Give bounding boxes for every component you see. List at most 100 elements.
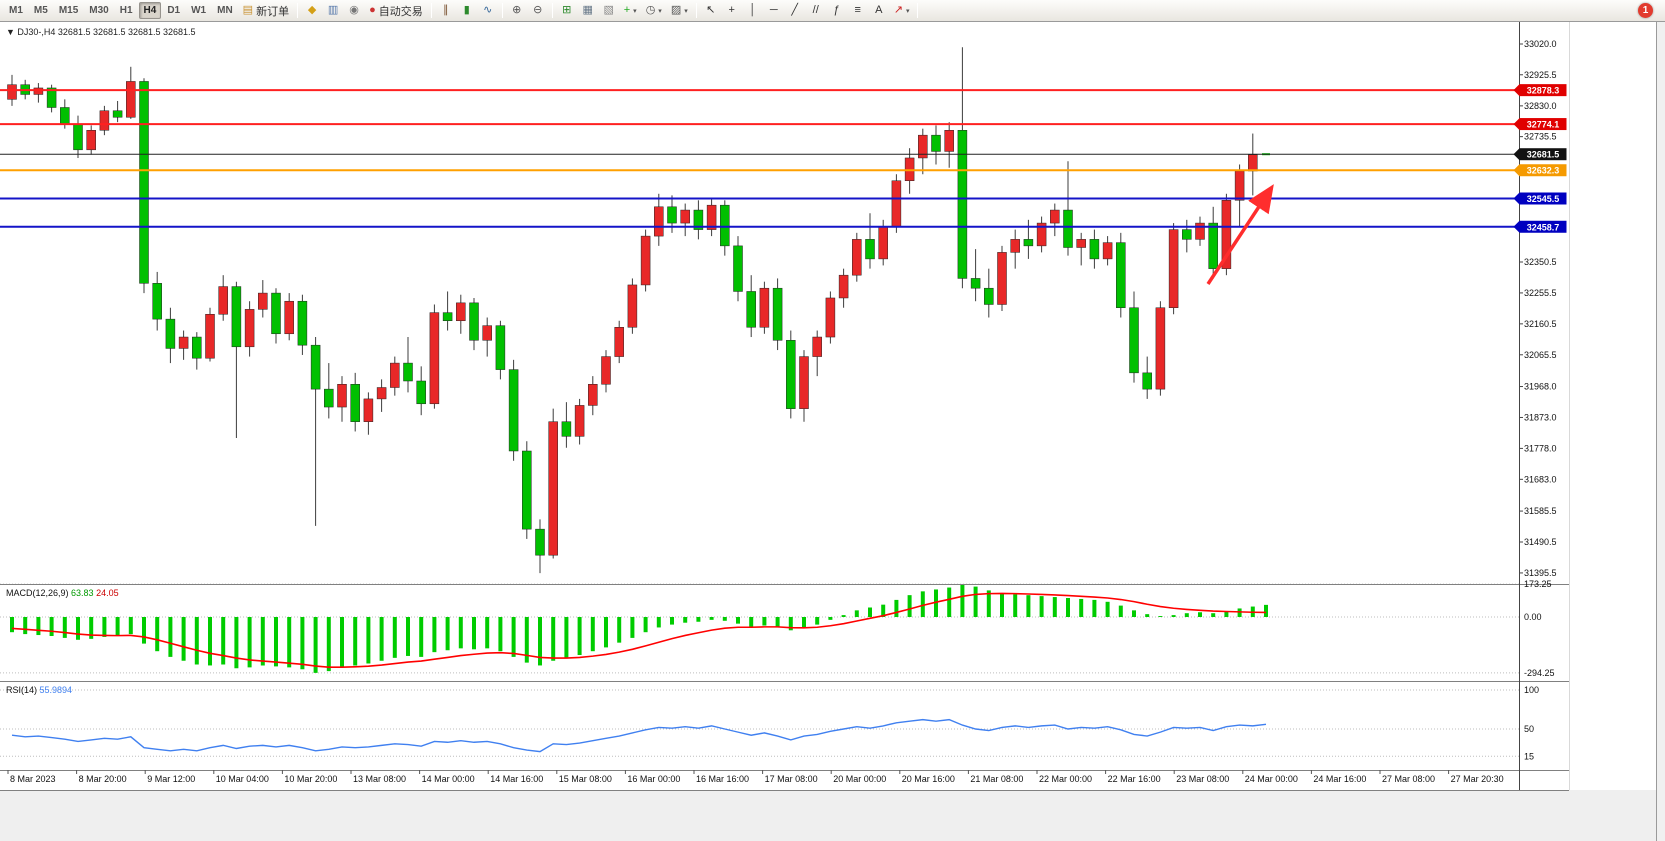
svg-text:32160.5: 32160.5: [1524, 319, 1557, 329]
svg-text:31778.0: 31778.0: [1524, 443, 1557, 453]
zoom-out-button[interactable]: ⊖: [528, 2, 548, 20]
cascade-windows-icon: ▦: [582, 4, 593, 16]
template-button[interactable]: ▨ ▾: [667, 2, 692, 20]
shapes-button[interactable]: ≡: [848, 2, 868, 20]
price-tag-32545.5: 32545.5: [1513, 192, 1567, 205]
timeframe-mn-button[interactable]: MN: [217, 5, 233, 16]
macd-label: MACD(12,26,9) 63.83 24.05: [6, 588, 119, 598]
svg-text:31585.5: 31585.5: [1524, 506, 1557, 516]
chart-window[interactable]: 33020.0 32925.5 32830.0 32735.5 32350.5 32255…: [0, 22, 1665, 841]
toolbar-separator: [695, 3, 697, 18]
channel-button[interactable]: //: [806, 2, 826, 20]
navigator-icon: ◉: [349, 4, 359, 16]
navigator-button[interactable]: ◉: [344, 2, 364, 20]
tile-windows-button[interactable]: ⊞: [557, 2, 577, 20]
bar-chart-icon: ∥: [442, 4, 449, 16]
svg-text:14 Mar 00:00: 14 Mar 00:00: [422, 774, 475, 784]
shapes-icon: ≡: [854, 4, 861, 16]
svg-text:32255.5: 32255.5: [1524, 288, 1557, 298]
svg-text:8 Mar 2023: 8 Mar 2023: [10, 774, 56, 784]
new-order-icon: ▤: [242, 4, 254, 16]
autotrading-button-label: 自动交易: [378, 5, 423, 18]
notification-badge[interactable]: 1: [1638, 3, 1653, 18]
svg-text:-294.25: -294.25: [1524, 668, 1555, 678]
svg-text:20 Mar 16:00: 20 Mar 16:00: [902, 774, 955, 784]
timeframe-w1-button[interactable]: W1: [191, 5, 207, 16]
svg-text:27 Mar 20:30: 27 Mar 20:30: [1451, 774, 1504, 784]
candlestick-chart-button[interactable]: ▮: [457, 2, 477, 20]
trendline-button[interactable]: ╱: [785, 2, 805, 20]
toolbar-separator: [297, 3, 299, 18]
arrows-icon: ↗: [893, 4, 903, 16]
period-icon: ◷: [645, 4, 656, 16]
arrows-button[interactable]: ↗ ▾: [890, 2, 914, 20]
timeframe-m15-button[interactable]: M15: [58, 5, 79, 16]
indicators-button[interactable]: + ▾: [620, 2, 641, 20]
new-order-button-label: 新订单: [256, 5, 290, 18]
svg-text:16 Mar 00:00: 16 Mar 00:00: [627, 774, 680, 784]
cursor-icon: ↖: [706, 4, 716, 16]
fibonacci-button[interactable]: ƒ: [827, 2, 847, 20]
vertical-line-icon: │: [749, 4, 757, 16]
timeframe-m1-button[interactable]: M1: [9, 5, 23, 16]
svg-text:32735.5: 32735.5: [1524, 132, 1557, 142]
svg-text:15: 15: [1524, 751, 1534, 761]
autotrading-button[interactable]: ● 自动交易: [365, 2, 427, 20]
zoom-out-icon: ⊖: [533, 4, 543, 16]
period-button[interactable]: ◷ ▾: [642, 2, 666, 20]
price-chart-canvas[interactable]: 33020.0 32925.5 32830.0 32735.5 32350.5 32255…: [0, 22, 1665, 841]
toolbar-separator: [917, 3, 919, 18]
svg-text:24 Mar 16:00: 24 Mar 16:00: [1313, 774, 1366, 784]
svg-text:32774.1: 32774.1: [1527, 120, 1560, 130]
data-window-button[interactable]: ▥: [323, 2, 343, 20]
template-icon: ▨: [670, 4, 682, 16]
timeframe-d1-button[interactable]: D1: [167, 5, 181, 16]
macd-signal-line: [11, 592, 1267, 668]
svg-text:31873.0: 31873.0: [1524, 412, 1557, 422]
svg-text:32681.5: 32681.5: [1527, 150, 1560, 160]
vertical-line-button[interactable]: │: [743, 2, 763, 20]
price-tag-32632.3: 32632.3: [1513, 164, 1567, 177]
price-tag-32774.1: 32774.1: [1513, 118, 1567, 131]
autotrading-icon: ●: [369, 4, 376, 16]
cursor-button[interactable]: ↖: [701, 2, 721, 20]
svg-text:23 Mar 08:00: 23 Mar 08:00: [1176, 774, 1229, 784]
cascade-windows-button[interactable]: ▦: [578, 2, 598, 20]
time-axis[interactable]: 8 Mar 2023 8 Mar 20:00 9 Mar 12:00 10 Mar 0…: [7, 770, 1504, 784]
ohlc-readout[interactable]: ▼ DJ30-,H4 32681.5 32681.5 32681.5 32681…: [6, 27, 196, 37]
svg-text:22 Mar 16:00: 22 Mar 16:00: [1108, 774, 1161, 784]
price-axis[interactable]: 33020.0 32925.5 32830.0 32735.5 32350.5 32255…: [1519, 39, 1557, 761]
dropdown-caret-icon: ▾: [684, 7, 688, 15]
timeframe-h4-button[interactable]: H4: [138, 2, 162, 19]
svg-text:173.25: 173.25: [1524, 579, 1552, 589]
price-tag-32458.7: 32458.7: [1513, 220, 1567, 233]
dropdown-caret-icon: ▾: [633, 7, 637, 15]
svg-text:33020.0: 33020.0: [1524, 39, 1557, 49]
bar-chart-button[interactable]: ∥: [436, 2, 456, 20]
trend-arrow-annotation[interactable]: [1206, 184, 1274, 285]
market-watch-button[interactable]: ◆: [302, 2, 322, 20]
text-button[interactable]: A: [869, 2, 889, 20]
crosshair-button[interactable]: +: [722, 2, 742, 20]
toolbar-separator: [551, 3, 553, 18]
timeframe-m30-button[interactable]: M30: [89, 5, 109, 16]
toolbar: M1 M5 M15 M30 H1 H4 D1 W1 MN 1 ▤ 新订单 ◆ ▥ ◉ ● 自动交易 ∥ ▮ ∿ ⊕ ⊖ ⊞…: [0, 0, 1665, 22]
svg-text:9 Mar 12:00: 9 Mar 12:00: [147, 774, 195, 784]
profiles-button[interactable]: ▧: [599, 2, 619, 20]
svg-text:27 Mar 08:00: 27 Mar 08:00: [1382, 774, 1435, 784]
svg-text:31490.5: 31490.5: [1524, 537, 1557, 547]
rsi-panel: [11, 718, 1267, 753]
zoom-in-button[interactable]: ⊕: [507, 2, 527, 20]
new-order-button[interactable]: ▤ 新订单: [239, 2, 293, 20]
svg-text:31968.0: 31968.0: [1524, 382, 1557, 392]
timeframe-h1-button[interactable]: H1: [119, 5, 133, 16]
candlesticks: [7, 47, 1270, 574]
svg-text:13 Mar 08:00: 13 Mar 08:00: [353, 774, 406, 784]
price-tags: 32878.3 32774.1 32681.5 32632.3 32545.5 32458…: [1513, 84, 1567, 233]
svg-text:10 Mar 20:00: 10 Mar 20:00: [284, 774, 337, 784]
timeframe-m5-button[interactable]: M5: [33, 5, 48, 16]
line-chart-button[interactable]: ∿: [478, 2, 498, 20]
horizontal-line-button[interactable]: ─: [764, 2, 784, 20]
crosshair-icon: +: [728, 4, 735, 16]
svg-text:32458.7: 32458.7: [1527, 222, 1560, 232]
